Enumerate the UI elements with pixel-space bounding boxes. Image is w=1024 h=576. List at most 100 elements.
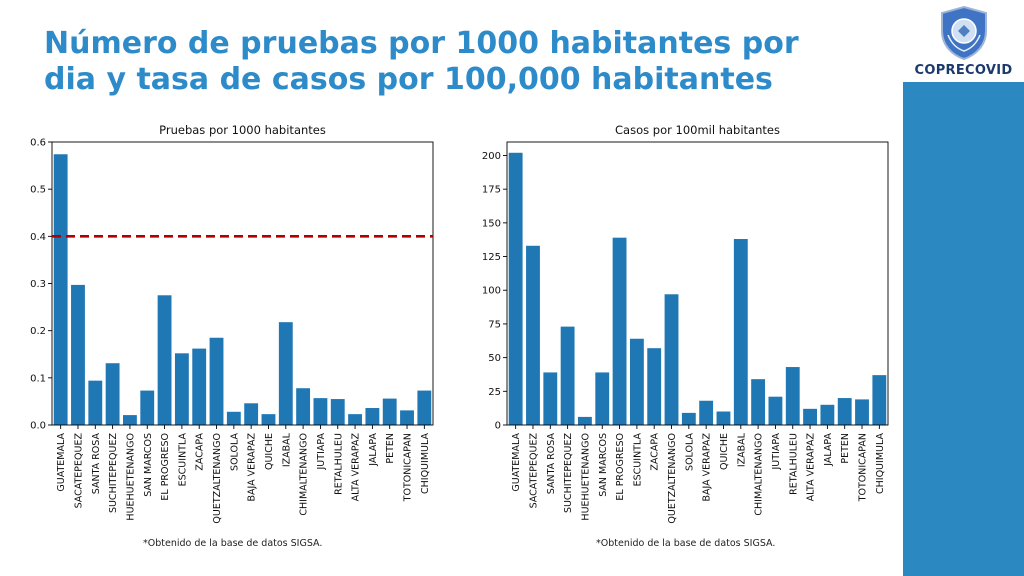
chart2-x-tick-label: TOTONICAPAN <box>858 433 869 502</box>
chart2-bar <box>768 396 783 425</box>
chart1-bar <box>105 363 120 425</box>
chart1-x-tick-label: QUETZALTENANGO <box>212 433 223 524</box>
chart2-y-tick-label: 175 <box>482 185 501 196</box>
chart1-bar <box>244 403 259 425</box>
chart1-x-tick-label: BAJA VERAPAZ <box>247 433 258 502</box>
chart2-bar <box>733 239 748 425</box>
chart1-x-tick-label: IZABAL <box>281 432 292 467</box>
chart1-bar <box>140 390 155 425</box>
chart1-y-tick-label: 0.1 <box>30 373 46 384</box>
chart2-y-tick-label: 0 <box>495 421 501 432</box>
chart2-bar <box>837 398 852 425</box>
chart1-x-tick-label: ZACAPA <box>195 433 206 471</box>
chart2-bar <box>612 237 627 425</box>
chart1-y-tick-label: 0.3 <box>30 279 46 290</box>
chart1-x-tick-label: SOLOLA <box>229 433 240 471</box>
chart2-x-tick-label: ESCUINTLA <box>632 433 643 487</box>
chart2-x-tick-label: RETALHULEU <box>788 433 799 495</box>
chart1-bar <box>123 415 137 425</box>
chart1-bar <box>174 353 189 425</box>
chart2-bar <box>543 372 558 425</box>
chart1-x-tick-label: SUCHITEPEQUEZ <box>108 433 119 514</box>
chart1-bar <box>71 284 85 425</box>
chart1-bar <box>278 322 293 425</box>
chart1-title: Pruebas por 1000 habitantes <box>159 123 326 137</box>
chart1-bar <box>53 154 68 425</box>
chart2-y-tick-label: 50 <box>488 353 501 364</box>
chart2-footnote: *Obtenido de la base de datos SIGSA. <box>596 538 776 549</box>
chart1-x-tick-label: SACATEPEQUEZ <box>73 433 84 509</box>
chart2-x-tick-label: SANTA ROSA <box>546 433 557 495</box>
chart1-bar <box>192 348 207 425</box>
chart2-bar <box>716 411 731 425</box>
chart1-bar <box>382 398 397 425</box>
chart2-y-tick-label: 25 <box>488 387 501 398</box>
chart1-x-tick-label: HUEHUETENANGO <box>125 433 136 521</box>
chart1-bar <box>296 388 311 425</box>
chart1-x-tick-label: SAN MARCOS <box>143 433 154 497</box>
chart2-bar <box>872 375 887 425</box>
logo-text: COPRECOVID <box>914 63 1013 78</box>
sidebar-accent <box>903 0 1024 576</box>
chart1-bar <box>88 380 103 425</box>
chart2-y-tick-label: 75 <box>488 319 501 330</box>
chart2-x-tick-label: QUETZALTENANGO <box>667 433 678 524</box>
chart1-bar <box>348 414 362 425</box>
chart1-x-tick-label: CHIQUIMULA <box>420 433 431 494</box>
chart2-axes-frame <box>506 141 889 426</box>
chart1-x-tick-label: JALAPA <box>368 433 379 467</box>
chart1-bar <box>330 399 345 425</box>
chart2-x-tick-label: PETEN <box>840 433 851 464</box>
chart1-bar <box>209 337 224 425</box>
chart1-y-tick-label: 0.5 <box>30 185 46 196</box>
chart2-y-tick-label: 150 <box>482 218 501 229</box>
chart1-bar <box>417 390 432 425</box>
chart2-x-tick-label: EL PROGRESO <box>615 433 626 501</box>
chart1-x-tick-label: GUATEMALA <box>56 433 67 492</box>
chart1-bar <box>226 411 241 425</box>
chart1-x-tick-label: PETEN <box>385 433 396 464</box>
chart1-x-tick-label: CHIMALTENANGO <box>299 433 310 516</box>
chart2-x-tick-label: GUATEMALA <box>511 433 522 492</box>
chart1-x-tick-label: QUICHE <box>264 433 275 470</box>
chart2-bar <box>785 367 800 425</box>
chart1-x-tick-label: JUTIAPA <box>316 433 327 471</box>
chart2-x-tick-label: JALAPA <box>823 433 834 467</box>
chart1-x-tick-label: TOTONICAPAN <box>403 433 414 502</box>
chart2-bar <box>508 152 523 425</box>
chart2-y-tick-label: 200 <box>482 151 501 162</box>
chart2-x-tick-label: SACATEPEQUEZ <box>528 433 539 509</box>
chart1-bar <box>157 295 172 425</box>
chart1-x-tick-label: ALTA VERAPAZ <box>351 433 362 502</box>
page-title: Número de pruebas por 1000 habitantes po… <box>44 26 884 98</box>
chart2-x-tick-label: JUTIAPA <box>771 433 782 471</box>
page-title-line2: dia y tasa de casos por 100,000 habitant… <box>44 62 773 97</box>
chart1-y-tick-label: 0.0 <box>30 421 46 432</box>
chart1-footnote: *Obtenido de la base de datos SIGSA. <box>143 538 323 549</box>
chart2-bar <box>803 408 817 425</box>
chart2-x-tick-label: SUCHITEPEQUEZ <box>563 433 574 514</box>
chart2-x-tick-label: QUICHE <box>719 433 730 470</box>
chart1-x-tick-label: RETALHULEU <box>333 433 344 495</box>
chart2-bar <box>578 416 592 425</box>
chart2-title: Casos por 100mil habitantes <box>615 123 780 137</box>
chart2-x-tick-label: CHIQUIMULA <box>875 433 886 494</box>
chart1-y-tick-label: 0.2 <box>30 326 46 337</box>
chart2-group: Casos por 100mil habitantes 0 25 50 75 100 125… <box>482 123 889 524</box>
chart2-x-tick-label: HUEHUETENANGO <box>580 433 591 521</box>
chart2-x-tick-label: SOLOLA <box>684 433 695 471</box>
chart2-x-tick-label: CHIMALTENANGO <box>754 433 765 516</box>
chart2-x-tick-label: SAN MARCOS <box>598 433 609 497</box>
chart1-bar <box>261 414 276 425</box>
chart2-bar <box>560 326 575 425</box>
shield-emblem-icon <box>941 5 987 61</box>
chart1-bar <box>313 398 328 425</box>
chart1-bar <box>365 408 380 425</box>
chart2-bar <box>664 294 679 425</box>
chart2-x-tick-label: ZACAPA <box>650 433 661 471</box>
chart2-x-tick-label: IZABAL <box>736 432 747 467</box>
chart2-bar <box>751 379 766 425</box>
chart1-y-tick-label: 0.6 <box>30 138 46 149</box>
chart2-bar <box>647 348 662 425</box>
